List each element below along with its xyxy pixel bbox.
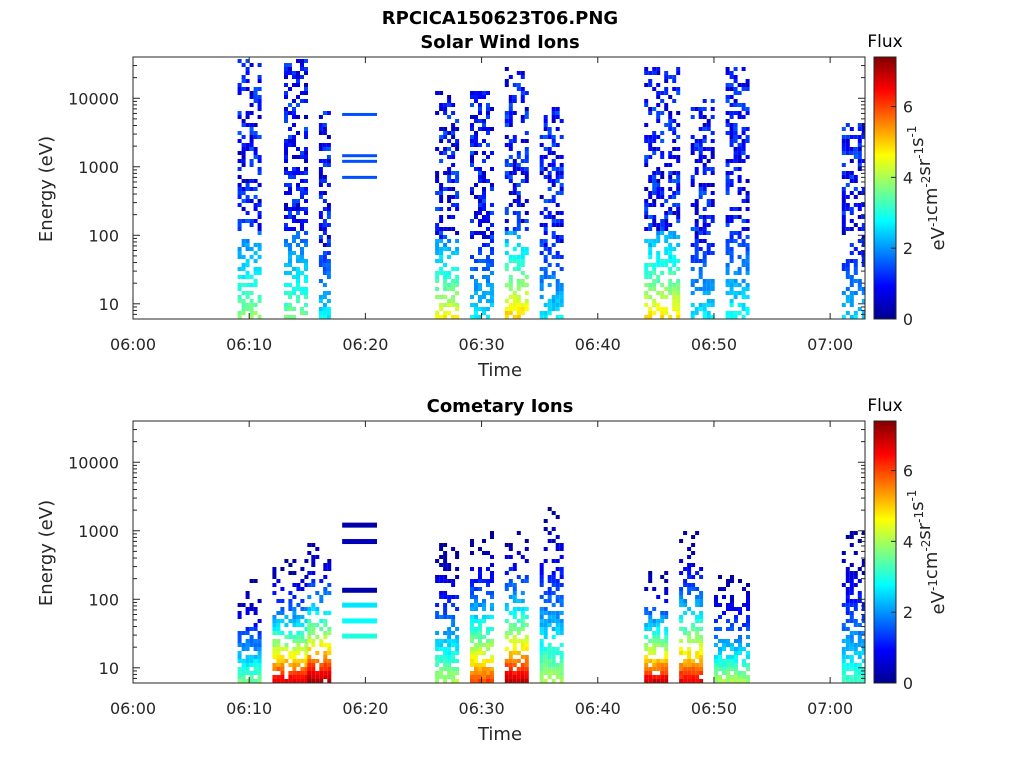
y-tick-label: 100	[88, 590, 119, 609]
flux-burst	[679, 531, 704, 683]
energy-line	[342, 159, 377, 163]
flux-burst	[504, 67, 529, 319]
flux-burst	[272, 559, 309, 683]
x-tick-label: 06:50	[691, 699, 737, 718]
colorbar-gradient	[873, 420, 897, 684]
x-tick-label: 06:10	[226, 699, 272, 718]
energy-line	[342, 633, 377, 639]
y-tick-label: 1000	[78, 522, 119, 541]
energy-line	[342, 154, 377, 158]
y-tick-label: 10	[99, 295, 119, 314]
x-tick-label: 06:20	[342, 335, 388, 354]
flux-burst	[841, 531, 865, 683]
flux-burst	[470, 531, 494, 683]
colorbar-tick-label: 0	[903, 674, 913, 693]
flux-burst	[435, 91, 460, 319]
x-tick-label: 06:20	[342, 699, 388, 718]
colorbar-tick-label: 4	[903, 532, 913, 551]
x-axis-label-cometary: Time	[477, 724, 522, 745]
y-tick-label: 1000	[78, 158, 119, 177]
energy-line	[342, 587, 377, 593]
panel-cometary: Cometary Ions 06:00 06:10 06:20 06:30 06:40 0…	[36, 396, 949, 745]
flux-burst	[841, 123, 865, 319]
flux-burst	[725, 67, 750, 319]
flux-burst	[318, 111, 331, 319]
colorbar-tick-label: 4	[903, 168, 913, 187]
flux-burst	[690, 99, 715, 319]
flux-burst	[237, 579, 262, 683]
x-tick-label: 06:30	[459, 699, 505, 718]
x-tick-label: 06:00	[110, 335, 156, 354]
x-tick-label: 06:00	[110, 699, 156, 718]
x-tick-label: 06:40	[575, 335, 621, 354]
x-tick-label: 06:30	[459, 335, 505, 354]
energy-line	[342, 522, 377, 528]
colorbar-title: Flux	[867, 396, 902, 416]
flux-burst	[539, 507, 564, 683]
y-tick-label: 10000	[68, 89, 119, 108]
panel-solar-wind: Solar Wind Ions 06:00 06:10 06:20 06:30 06:4…	[36, 32, 949, 381]
y-axis-label-cometary: Energy (eV)	[36, 500, 57, 606]
y-axis-label-solar-wind: Energy (eV)	[36, 136, 57, 242]
heatmap-area-solar-wind: 06:00 06:10 06:20 06:30 06:40 06:50 07:00 10 100…	[68, 56, 866, 354]
energy-line	[342, 112, 377, 116]
colorbar-unit-label: eV-1cm-2sr-1s-1	[905, 490, 949, 615]
flux-burst	[284, 59, 308, 319]
flux-burst	[644, 571, 669, 683]
y-tick-label: 10000	[68, 453, 119, 472]
flux-burst	[435, 543, 460, 683]
panel-title-solar-wind: Solar Wind Ions	[420, 32, 579, 53]
energy-line	[342, 175, 377, 179]
x-tick-label: 07:00	[807, 699, 853, 718]
flux-burst	[504, 531, 529, 683]
colorbar-tick-label: 6	[903, 98, 913, 117]
y-tick-label: 10	[99, 659, 119, 678]
colorbar-solar-wind: Flux 0 2 4 6 eV-1cm-2sr-1s-1	[867, 32, 949, 329]
colorbar-tick-label: 2	[903, 239, 913, 258]
figure-title: RPCICA150623T06.PNG	[382, 8, 618, 29]
x-tick-label: 06:50	[691, 335, 737, 354]
x-tick-label: 06:40	[575, 699, 621, 718]
colorbar-tick-label: 2	[903, 603, 913, 622]
colorbar-cometary: Flux 0 2 4 6 eV-1cm-2sr-1s-1	[867, 396, 949, 693]
energy-line	[342, 539, 377, 545]
energy-line	[342, 618, 377, 624]
colorbar-title: Flux	[867, 32, 902, 52]
colorbar-tick-label: 0	[903, 310, 913, 329]
y-tick-label: 100	[88, 226, 119, 245]
flux-burst	[644, 67, 681, 319]
flux-burst	[470, 91, 494, 319]
flux-burst	[714, 575, 750, 683]
flux-burst	[237, 59, 262, 319]
flux-burst	[539, 107, 564, 319]
plot-frame	[132, 420, 866, 684]
panel-title-cometary: Cometary Ions	[427, 396, 574, 417]
plot-frame	[132, 56, 866, 320]
energy-line	[342, 602, 377, 608]
colorbar-unit-label: eV-1cm-2sr-1s-1	[905, 126, 949, 251]
x-tick-label: 06:10	[226, 335, 272, 354]
x-axis-label-solar-wind: Time	[477, 360, 522, 381]
colorbar-gradient	[873, 56, 897, 320]
flux-burst	[307, 543, 332, 683]
colorbar-tick-label: 6	[903, 462, 913, 481]
x-tick-label: 07:00	[807, 335, 853, 354]
heatmap-area-cometary: 06:00 06:10 06:20 06:30 06:40 06:50 07:00 10 100…	[68, 420, 866, 718]
